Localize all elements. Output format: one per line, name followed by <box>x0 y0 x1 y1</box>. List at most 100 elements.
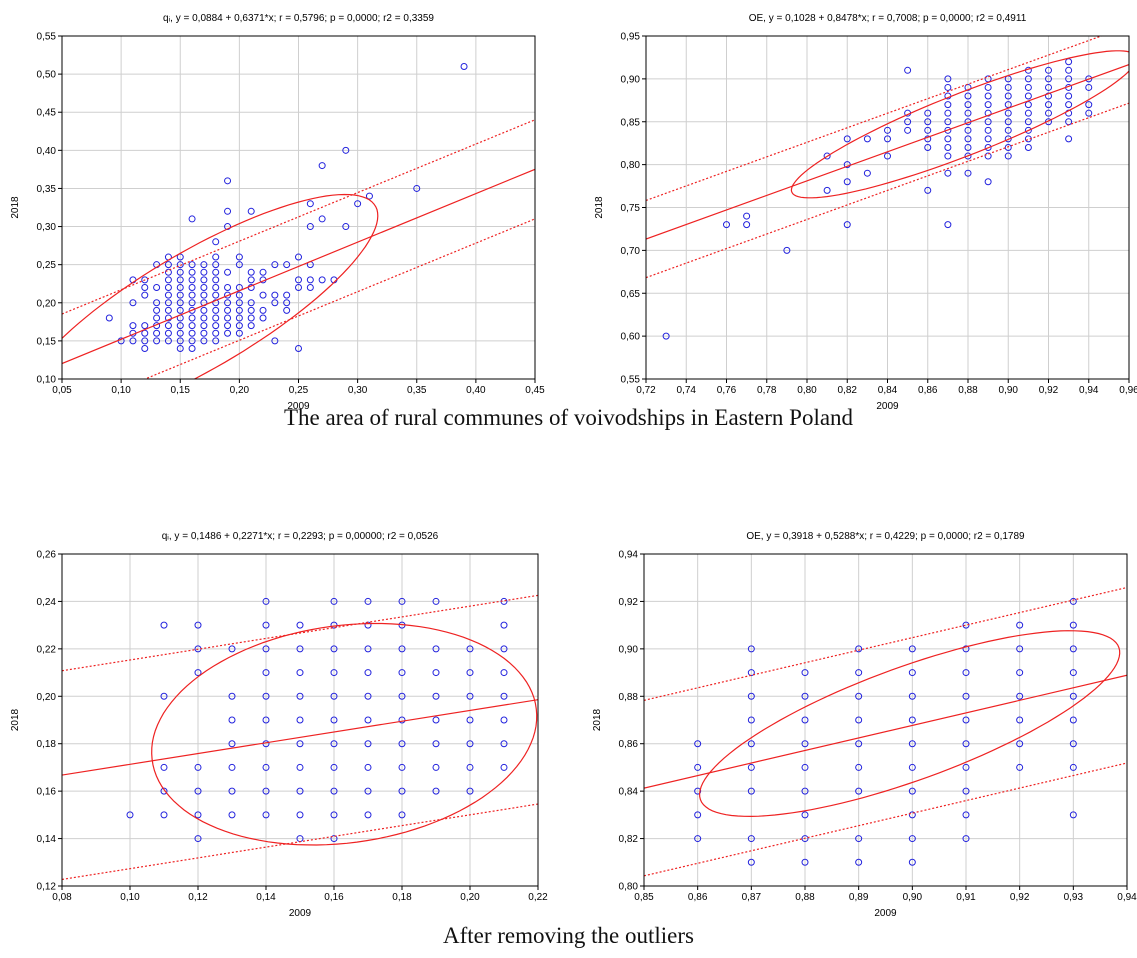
x-tick-label: 0,84 <box>878 385 898 396</box>
x-tick-label: 0,30 <box>348 385 368 396</box>
data-point <box>153 337 161 345</box>
data-point <box>295 345 302 353</box>
data-point <box>1069 763 1077 771</box>
x-tick-label: 0,05 <box>52 385 72 396</box>
data-point <box>855 716 863 724</box>
x-tick-label: 0,78 <box>757 385 777 396</box>
data-point <box>283 306 291 314</box>
confidence-band-upper <box>646 36 1104 202</box>
y-axis-label: 2018 <box>10 196 21 219</box>
data-point <box>212 337 220 345</box>
data-point <box>354 200 362 208</box>
x-tick-label: 0,12 <box>188 892 208 903</box>
y-tick-label: 0,20 <box>37 298 57 309</box>
x-tick-label: 0,15 <box>171 385 191 396</box>
data-point <box>306 276 314 284</box>
data-point <box>306 284 314 292</box>
data-point <box>1045 109 1052 117</box>
data-point <box>212 276 220 284</box>
y-tick-label: 0,84 <box>619 787 639 798</box>
data-point <box>262 597 270 605</box>
data-point <box>466 740 474 748</box>
data-point <box>176 284 184 292</box>
data-point <box>984 101 992 109</box>
data-point <box>212 268 220 276</box>
data-point <box>164 261 172 269</box>
data-point <box>904 66 912 74</box>
data-point <box>247 207 255 215</box>
y-tick-label: 0,94 <box>619 550 639 561</box>
data-point <box>855 787 863 795</box>
data-point <box>247 268 255 276</box>
data-point <box>1065 75 1073 83</box>
confidence-ellipse <box>151 622 538 846</box>
x-tick-label: 0,74 <box>677 385 697 396</box>
data-point <box>212 329 220 337</box>
data-point <box>247 322 255 330</box>
data-point <box>235 329 243 337</box>
data-point <box>466 763 474 771</box>
data-point <box>200 306 208 314</box>
y-tick-label: 0,30 <box>37 222 57 233</box>
data-point <box>295 253 302 261</box>
data-point <box>964 135 972 143</box>
data-point <box>694 763 702 771</box>
data-point <box>228 787 236 795</box>
data-point <box>984 178 992 186</box>
data-point <box>1069 692 1077 700</box>
data-point <box>1016 763 1024 771</box>
data-point <box>1004 83 1012 91</box>
x-axis-label: 2009 <box>874 908 897 919</box>
data-point <box>1085 109 1093 117</box>
x-tick-label: 0,82 <box>838 385 858 396</box>
data-point <box>1024 126 1032 134</box>
data-point <box>1045 75 1052 83</box>
data-point <box>176 291 184 299</box>
data-point <box>296 811 304 819</box>
data-point <box>296 716 304 724</box>
x-tick-label: 0,92 <box>1010 892 1030 903</box>
data-point <box>984 126 992 134</box>
data-point <box>944 75 952 83</box>
data-point <box>330 787 338 795</box>
y-tick-label: 0,14 <box>37 834 57 845</box>
data-point <box>1016 621 1024 629</box>
x-tick-label: 0,14 <box>256 892 276 903</box>
regression-line <box>646 64 1129 240</box>
data-point <box>200 322 208 330</box>
data-point <box>262 811 270 819</box>
x-tick-label: 0,80 <box>797 385 817 396</box>
data-point <box>200 314 208 322</box>
data-point <box>228 692 236 700</box>
data-point <box>164 337 172 345</box>
data-point <box>164 276 172 284</box>
data-point <box>141 337 149 345</box>
data-point <box>271 291 279 299</box>
data-point <box>855 740 863 748</box>
scatter-chart-qi-no-outliers: qᵢ, y = 0,1486 + 0,2271*x; r = 0,2293; p… <box>10 531 548 919</box>
chart-title: qᵢ, y = 0,0884 + 0,6371*x; r = 0,5796; p… <box>163 13 434 24</box>
data-point <box>855 763 863 771</box>
data-point <box>364 740 372 748</box>
plot-frame <box>61 553 539 887</box>
data-point <box>164 322 172 330</box>
data-point <box>1024 75 1032 83</box>
data-point <box>855 692 863 700</box>
data-point <box>747 645 755 653</box>
data-point <box>141 291 149 299</box>
y-tick-label: 0,86 <box>619 739 639 750</box>
data-point <box>212 261 220 269</box>
data-point <box>200 261 208 269</box>
x-tick-label: 0,76 <box>717 385 737 396</box>
data-point <box>801 787 809 795</box>
scatter-chart-oe-no-outliers: OE, y = 0,3918 + 0,5288*x; r = 0,4229; p… <box>592 531 1137 919</box>
data-point <box>262 645 270 653</box>
x-tick-label: 0,25 <box>289 385 309 396</box>
x-tick-label: 0,40 <box>466 385 486 396</box>
data-point <box>262 716 270 724</box>
data-point <box>964 92 972 100</box>
data-point <box>1069 669 1077 677</box>
data-point <box>863 169 871 177</box>
data-point <box>884 135 891 143</box>
data-point <box>160 787 168 795</box>
